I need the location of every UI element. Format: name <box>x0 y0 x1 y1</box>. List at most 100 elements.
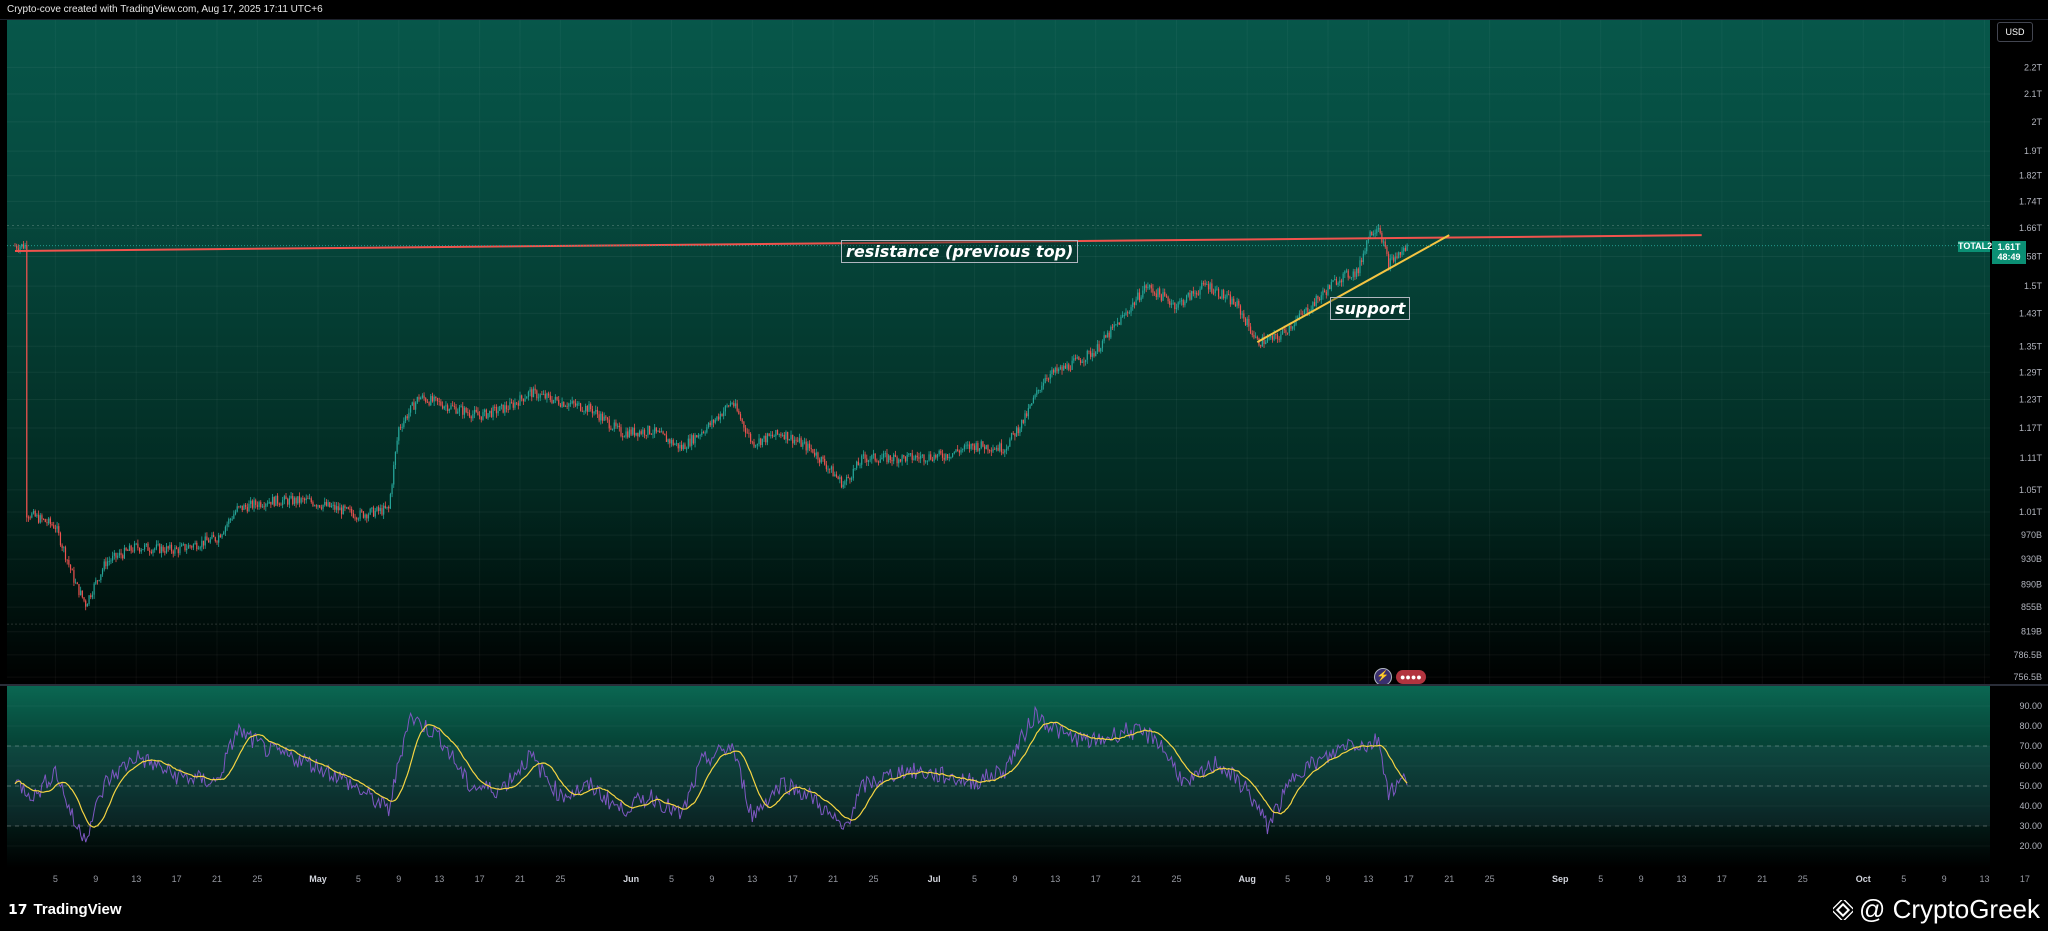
candle-body <box>1398 252 1400 259</box>
candle-body <box>1256 336 1258 339</box>
pane-separator[interactable] <box>0 684 2048 686</box>
time-tick-label: 9 <box>709 874 714 884</box>
candle-body <box>864 454 866 459</box>
events-badge[interactable]: ●●●● <box>1396 670 1426 684</box>
currency-button[interactable]: USD <box>1997 22 2033 42</box>
candle-body <box>967 444 969 446</box>
candle-body <box>840 477 843 488</box>
candle-body <box>277 495 279 504</box>
candle-body <box>356 517 358 520</box>
candle-body <box>1219 296 1221 299</box>
price-pane[interactable] <box>7 20 1990 684</box>
candle-body <box>522 398 524 402</box>
candle-body <box>322 504 324 509</box>
candle-body <box>1217 288 1220 297</box>
candle-body <box>1177 302 1179 308</box>
price-chart[interactable] <box>7 20 1990 684</box>
candle-body <box>283 496 285 501</box>
candle-body <box>963 445 965 449</box>
rsi-axis-labels: 90.00 80.00 70.00 60.00 50.00 40.00 30.00 20.00 <box>2019 701 2042 851</box>
candle-body <box>36 514 38 517</box>
candle-body <box>1133 302 1136 305</box>
candle-body <box>91 594 94 598</box>
candle-body <box>914 455 917 459</box>
candle-body <box>371 507 373 509</box>
rsi-axis[interactable]: 90.00 80.00 70.00 60.00 50.00 40.00 30.00 20.00 <box>1990 686 2048 868</box>
candle-body <box>1293 324 1295 327</box>
candle-body <box>378 507 380 511</box>
candle-body <box>44 519 46 523</box>
candle-body <box>155 544 157 549</box>
candle-body <box>926 460 928 462</box>
candle-body <box>418 397 420 400</box>
candle-body <box>1347 270 1349 278</box>
candle-body <box>174 547 176 554</box>
candle-body <box>736 403 738 411</box>
candle-body <box>576 403 578 406</box>
candle-body <box>482 412 484 420</box>
price-axis[interactable]: 2.2T 2.1T 2T 1.9T 1.82T 1.74T 1.66T 1.58T 1.5T 1.… <box>1990 20 2048 684</box>
tradingview-logo[interactable]: 𝟭𝟳 TradingView <box>8 901 122 918</box>
time-tick-label: 9 <box>1012 874 1017 884</box>
candle-body <box>1165 295 1167 297</box>
candle-body <box>1127 312 1129 314</box>
candle-body <box>1391 257 1393 259</box>
candle-body <box>867 460 870 462</box>
resistance-annotation[interactable]: resistance (previous top) <box>841 240 1079 263</box>
candle-body <box>1317 295 1319 299</box>
candle-body <box>160 546 163 554</box>
rsi-tick-label: 80.00 <box>2019 721 2042 731</box>
candle-body <box>106 561 109 567</box>
candle-body <box>691 435 693 446</box>
candle-body <box>527 391 530 397</box>
time-tick-label: 13 <box>434 874 444 884</box>
candle-body <box>553 399 555 403</box>
time-axis[interactable]: 5 9 13 17 21 25 May 5 9 13 17 21 25 Jun 5 9 13 17 21 25 Jul 5… <box>0 868 2048 890</box>
candle-body <box>170 544 173 552</box>
candle-body <box>1206 284 1208 286</box>
time-tick-label: 21 <box>1757 874 1767 884</box>
candle-body <box>704 432 706 434</box>
candle-body <box>1344 271 1346 274</box>
candle-body <box>898 459 900 464</box>
candle-body <box>782 434 784 436</box>
candle-body <box>874 453 876 461</box>
price-tick-label: 786.5B <box>2013 650 2042 660</box>
candle-body <box>654 427 656 434</box>
candle-body <box>950 456 952 458</box>
candle-body <box>1246 318 1248 326</box>
price-tick-label: 1.9T <box>2024 146 2043 156</box>
support-annotation[interactable]: support <box>1330 297 1411 320</box>
time-tick-label: 13 <box>131 874 141 884</box>
candle-body <box>877 461 880 463</box>
candle-body <box>1152 288 1154 293</box>
rsi-tick-label: 50.00 <box>2019 781 2042 791</box>
time-tick-label: 25 <box>1171 874 1181 884</box>
candle-body <box>265 503 267 507</box>
candle-body <box>1184 301 1186 306</box>
candle-body <box>112 555 114 561</box>
candle-body <box>101 569 104 575</box>
candle-body <box>766 433 769 443</box>
candle-body <box>177 548 179 554</box>
candle-body <box>218 535 220 543</box>
candle-body <box>270 501 272 505</box>
time-tick-label: 25 <box>1798 874 1808 884</box>
candle-body <box>1051 369 1053 374</box>
candle-body <box>263 506 265 508</box>
candle-body <box>1026 413 1028 417</box>
candle-body <box>790 434 792 440</box>
rsi-pane[interactable] <box>7 686 1990 868</box>
candle-body <box>460 406 462 408</box>
candle-body <box>536 390 538 399</box>
candle-body <box>657 431 659 432</box>
candle-body <box>303 498 306 501</box>
rsi-chart[interactable] <box>7 686 1990 868</box>
candle-body <box>1192 291 1194 294</box>
price-tick-label: 2T <box>2031 117 2042 127</box>
candle-body <box>962 448 964 450</box>
price-tick-label: 1.01T <box>2019 507 2043 517</box>
candle-body <box>374 510 376 517</box>
candle-body <box>1074 358 1077 360</box>
candle-body <box>1361 260 1363 263</box>
